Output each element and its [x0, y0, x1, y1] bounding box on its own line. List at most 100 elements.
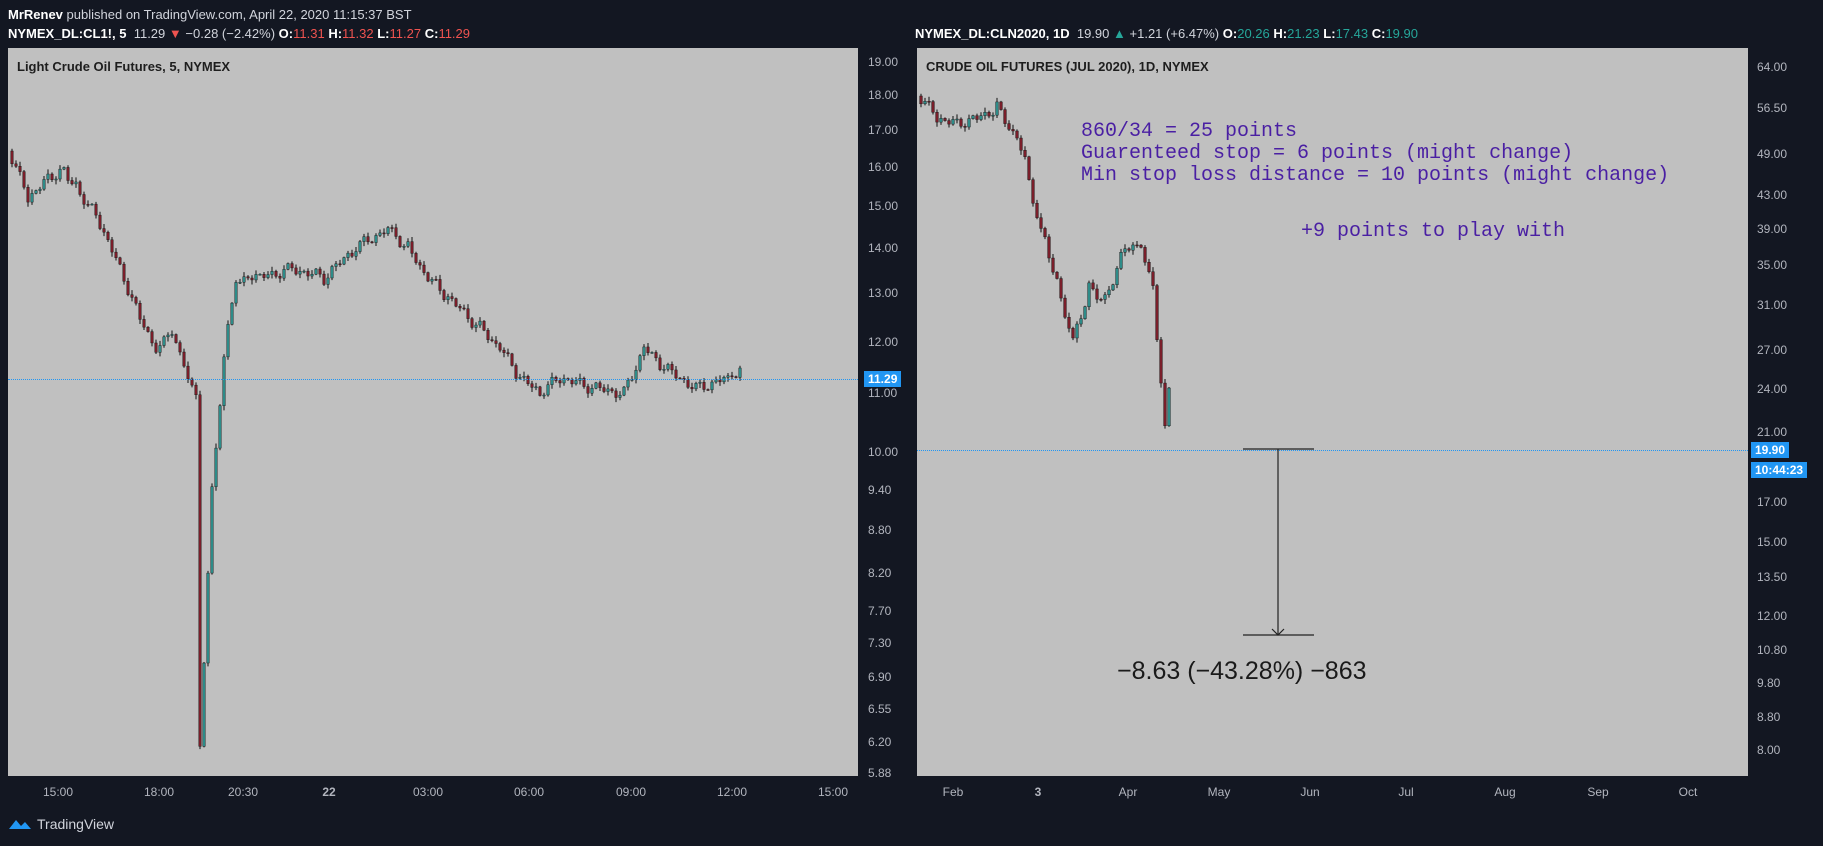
x-tick-label: Jul	[1398, 785, 1414, 799]
candle-body	[690, 387, 694, 390]
candle-body	[730, 375, 734, 378]
annotation-note[interactable]: 860/34 = 25 points Guarenteed stop = 6 p…	[1081, 121, 1669, 187]
candle-body	[34, 190, 38, 194]
candle-body	[614, 390, 618, 398]
candle-body	[1095, 288, 1099, 300]
candle-body	[182, 351, 186, 367]
candle-body	[234, 282, 238, 304]
candle-body	[186, 365, 190, 380]
y-tick-label: 64.00	[1757, 60, 1788, 74]
candle-body	[1147, 262, 1151, 272]
candle-body	[374, 235, 378, 243]
candle-body	[1059, 278, 1063, 299]
candle-body	[987, 112, 991, 117]
candle-body	[262, 274, 266, 278]
candle-body	[146, 326, 150, 332]
candle-body	[638, 355, 642, 371]
right-price-axis[interactable]: 64.00 56.50 49.00 43.00 39.00 35.00 31.00 27.00…	[1748, 48, 1814, 776]
tradingview-brand[interactable]: TradingView	[8, 816, 114, 832]
candle-body	[78, 181, 82, 195]
candle-body	[498, 343, 502, 351]
candle-body	[94, 203, 98, 216]
candle-body	[238, 282, 242, 284]
candle-body	[530, 383, 534, 388]
candle-body	[486, 329, 490, 340]
candle-body	[1079, 318, 1083, 325]
candle-body	[694, 383, 698, 390]
y-tick-label: 49.00	[1757, 147, 1788, 161]
candle-body	[306, 270, 310, 277]
candle-body	[983, 112, 987, 116]
candle-body	[474, 324, 478, 328]
candle-body	[1035, 203, 1039, 218]
candle-body	[54, 178, 58, 181]
candle-body	[1163, 382, 1167, 427]
candle-body	[426, 272, 430, 282]
brand-name: TradingView	[37, 816, 115, 832]
candle-body	[106, 231, 110, 240]
note-line-4[interactable]: +9 points to play with	[1301, 220, 1566, 243]
candle-body	[1023, 150, 1027, 157]
x-tick-label: Apr	[1118, 785, 1138, 799]
candle-body	[206, 572, 210, 664]
right-chart-pane[interactable]: CRUDE OIL FUTURES (JUL 2020), 1D, NYMEX …	[917, 48, 1748, 776]
candle-body	[14, 163, 18, 167]
candle-body	[502, 349, 506, 353]
candle-body	[1075, 323, 1079, 339]
candle-body	[302, 270, 306, 273]
x-tick-label: 12:00	[716, 785, 748, 799]
candle-body	[190, 378, 194, 386]
candle-body	[714, 379, 718, 383]
x-tick-label: 22	[322, 785, 336, 799]
candle-body	[222, 356, 226, 406]
right-low: 17.43	[1335, 26, 1369, 41]
candle-body	[919, 95, 923, 105]
candle-body	[618, 394, 622, 398]
candle-body	[1039, 217, 1043, 229]
right-time-axis[interactable]: Feb 3 Apr May Jun Jul Aug Sep Oct	[917, 776, 1748, 804]
left-chart-pane[interactable]: Light Crude Oil Futures, 5, NYMEX	[8, 48, 858, 776]
candle-body	[1043, 228, 1047, 238]
author-name[interactable]: MrRenev	[8, 7, 63, 22]
x-tick-label: 03:00	[412, 785, 444, 799]
candle-body	[22, 171, 26, 188]
candle-body	[154, 342, 158, 353]
x-tick-label: 09:00	[615, 785, 647, 799]
left-price-axis[interactable]: 19.00 18.00 17.00 16.00 15.00 14.00 13.00 12.00…	[858, 48, 908, 780]
y-tick-label: 5.88	[868, 766, 892, 780]
candle-body	[382, 232, 386, 235]
left-time-axis[interactable]: 15:00 18:00 20:30 22 03:00 06:00 09:00 12:00 15:…	[8, 776, 858, 804]
note-line-3: Min stop loss distance = 10 points (migh…	[1081, 164, 1670, 187]
candle-body	[334, 263, 338, 267]
candle-body	[1011, 129, 1015, 132]
candle-body	[158, 345, 162, 353]
pane-separator[interactable]	[908, 48, 917, 804]
candle-body	[1091, 282, 1095, 290]
candle-body	[1083, 306, 1087, 319]
candle-body	[518, 377, 522, 379]
candle-body	[294, 267, 298, 275]
right-high: 21.23	[1287, 26, 1320, 41]
candle-body	[446, 296, 450, 300]
candle-body	[955, 118, 959, 121]
candle-body	[726, 375, 730, 378]
x-tick-label: 15:00	[817, 785, 849, 799]
y-tick-label: 24.00	[1757, 382, 1788, 396]
candle-body	[170, 334, 174, 336]
x-tick-label: 18:00	[143, 785, 175, 799]
candle-body	[162, 336, 166, 346]
left-symbol[interactable]: NYMEX_DL:CL1!, 5	[8, 26, 127, 41]
y-tick-label: 35.00	[1757, 258, 1788, 272]
right-symbol[interactable]: NYMEX_DL:CLN2020, 1D	[915, 26, 1070, 41]
candle-body	[134, 297, 138, 304]
left-open: 11.31	[293, 26, 325, 41]
candle-body	[971, 115, 975, 119]
candle-body	[270, 271, 274, 275]
right-open: 20.26	[1237, 26, 1270, 41]
x-tick-label: Aug	[1494, 785, 1516, 799]
candle-body	[546, 384, 550, 396]
candle-body	[430, 279, 434, 282]
y-tick-label: 31.00	[1757, 298, 1788, 312]
y-tick-label: 56.50	[1757, 101, 1788, 115]
candle-body	[138, 303, 142, 320]
